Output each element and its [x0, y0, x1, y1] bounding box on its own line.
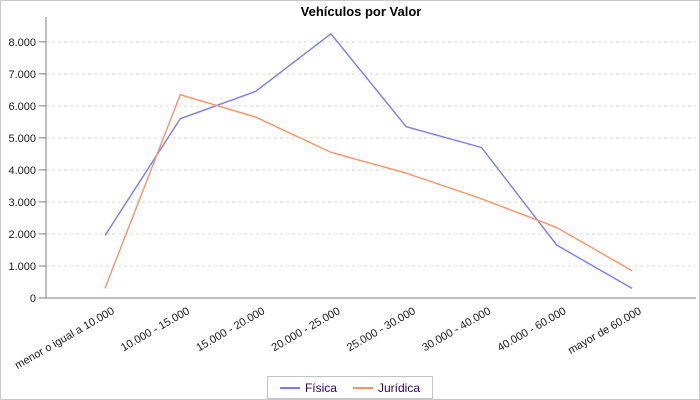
x-axis-label: 10.000 - 15.000: [119, 305, 192, 354]
legend-swatch-fisica-icon: [279, 386, 300, 389]
series-line-fisica: [104, 33, 633, 290]
y-axis-label: 4.000: [8, 165, 36, 177]
legend-swatch-juridica-icon: [352, 386, 373, 389]
y-axis-label: 2.000: [8, 229, 36, 241]
y-axis-label: 5.000: [8, 133, 36, 145]
x-axis-label: 40.000 - 60.000: [496, 305, 569, 354]
x-axis-label: 15.000 - 20.000: [194, 305, 267, 354]
y-axis-label: 3.000: [8, 197, 36, 209]
x-axis-label: mayor de 60.000: [566, 305, 644, 357]
x-axis-label: 20.000 - 25.000: [270, 305, 343, 354]
series-line-juridica: [104, 93, 633, 289]
x-axis-label: 25.000 - 30.000: [345, 305, 418, 354]
legend-item-fisica: Física: [279, 380, 337, 395]
x-axis-label: 30.000 - 40.000: [420, 305, 493, 354]
y-axis-label: 0: [30, 293, 36, 305]
chart-title: Vehículos por Valor: [300, 4, 422, 19]
y-axis-label: 6.000: [8, 101, 36, 113]
y-axis-label: 8.000: [8, 37, 36, 49]
legend: Física Jurídica: [266, 376, 434, 399]
x-axis-label: menor o igual a 10.000: [13, 305, 116, 372]
legend-label-fisica: Física: [304, 380, 337, 395]
y-axis-label: 1.000: [8, 261, 36, 273]
legend-item-juridica: Jurídica: [352, 380, 421, 395]
y-axis-label: 7.000: [8, 69, 36, 81]
legend-label-juridica: Jurídica: [377, 380, 421, 395]
